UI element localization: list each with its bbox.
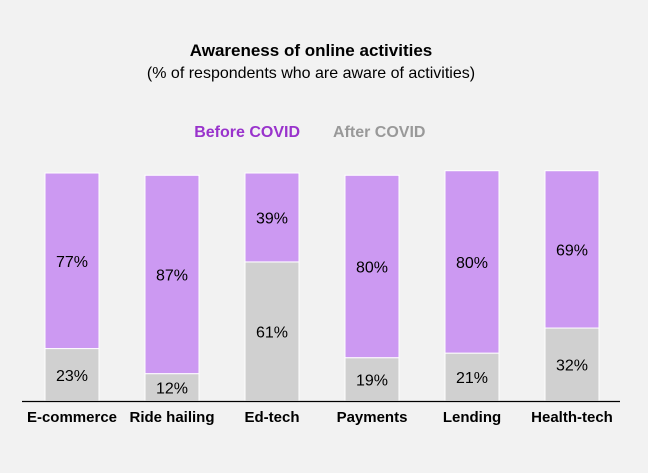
bar-ed-tech-before-covid: [244, 172, 300, 263]
value-label-ride-hailing-before-covid: 87%: [156, 267, 188, 284]
legend-before-covid: Before COVID: [194, 124, 300, 141]
value-label-ride-hailing-after-covid: 12%: [156, 380, 188, 397]
value-label-lending-before-covid: 80%: [456, 255, 488, 272]
bar-health-tech-after-covid: [544, 327, 600, 402]
bar-e-commerce-after-covid: [44, 348, 100, 402]
category-label-ed-tech: Ed-tech: [244, 409, 299, 426]
legend: Before COVID After COVID: [194, 124, 425, 141]
bar-lending-before-covid: [444, 170, 500, 354]
chart-subtitle: (% of respondents who are aware of activ…: [147, 65, 475, 82]
bar-health-tech-before-covid: [544, 170, 600, 329]
value-label-lending-after-covid: 21%: [456, 370, 488, 387]
value-label-e-commerce-after-covid: 23%: [56, 368, 88, 385]
value-label-ed-tech-before-covid: 39%: [256, 210, 288, 227]
value-label-health-tech-after-covid: 32%: [556, 358, 588, 375]
chart-title: Awareness of online activities: [190, 41, 433, 60]
bar-ride-hailing-before-covid: [144, 174, 200, 375]
bar-e-commerce-before-covid: [44, 172, 100, 350]
category-label-health-tech: Health-tech: [531, 409, 613, 426]
category-label-e-commerce: E-commerce: [27, 409, 117, 426]
value-label-ed-tech-after-covid: 61%: [256, 324, 288, 341]
bar-ed-tech-after-covid: [244, 261, 300, 402]
value-label-payments-after-covid: 19%: [356, 372, 388, 389]
value-label-payments-before-covid: 80%: [356, 259, 388, 276]
bar-payments-before-covid: [344, 174, 400, 359]
category-labels-group: E-commerce Ride hailing Ed-tech Payments Len…: [27, 409, 613, 426]
category-label-ride-hailing: Ride hailing: [129, 409, 214, 426]
legend-after-covid: After COVID: [333, 124, 425, 141]
category-label-lending: Lending: [443, 409, 501, 426]
bars-group: [44, 170, 600, 402]
value-label-e-commerce-before-covid: 77%: [56, 254, 88, 271]
value-label-health-tech-before-covid: 69%: [556, 242, 588, 259]
category-label-payments: Payments: [337, 409, 408, 426]
value-labels-group: 23% 77% 12% 87% 61% 39% 19% 80% 21% 80% 32% 69%: [56, 210, 588, 397]
